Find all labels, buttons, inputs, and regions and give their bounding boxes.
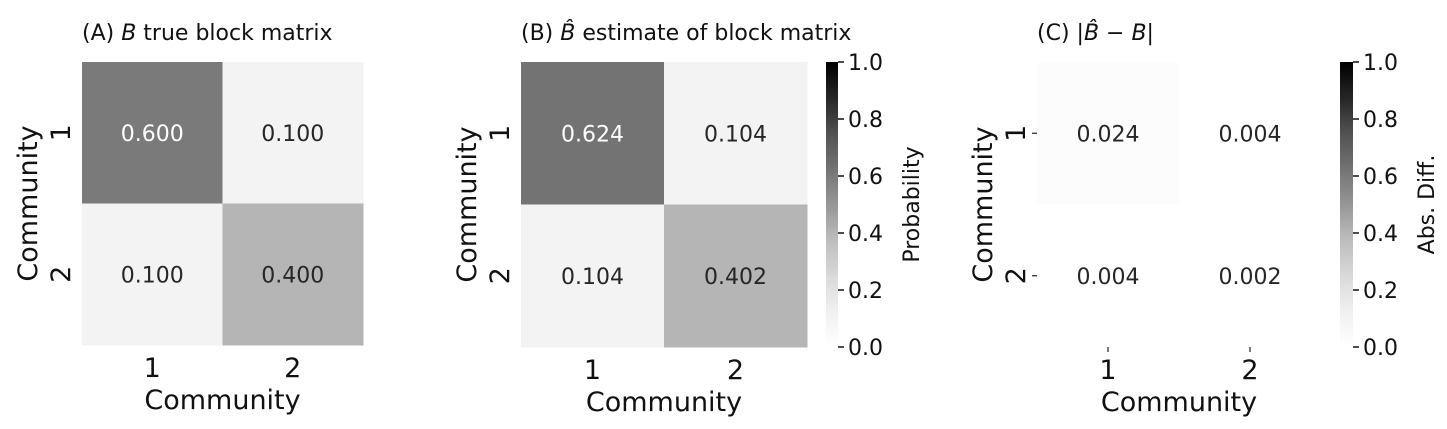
panel-title: (A) B true block matrix [82, 21, 333, 46]
y-tick-label: 2 [46, 266, 77, 283]
heatmap-cell [521, 204, 665, 348]
y-axis-label: Community [13, 125, 44, 281]
y-axis-label: Community [968, 126, 999, 282]
colorbar-tick-label: 0.0 [1363, 336, 1398, 361]
cell-value-label: 0.002 [1219, 265, 1282, 290]
colorbar-tick-label: 0.8 [848, 108, 883, 133]
colorbar-tick-label: 0.8 [1363, 108, 1398, 133]
colorbar-tick-label: 0.4 [1363, 222, 1398, 247]
colorbar-tick-label: 0.4 [848, 222, 883, 247]
cell-value-label: 0.104 [704, 122, 767, 147]
x-tick-label: 2 [1241, 355, 1258, 386]
x-tick-label: 1 [584, 355, 601, 386]
colorbar-tick-label: 1.0 [1363, 51, 1398, 76]
y-tick-label: 1 [1001, 125, 1032, 142]
heatmap-cell [1179, 62, 1322, 205]
heatmap-cell [82, 203, 223, 346]
panel-title: (B) B̂ estimate of block matrix [521, 20, 851, 46]
cell-value-label: 0.024 [1077, 122, 1140, 147]
panel-title-math: B̂ [560, 20, 575, 46]
heatmap-cell [222, 62, 364, 204]
cell-value-label: 0.624 [561, 122, 624, 147]
heatmap-cell [1037, 204, 1180, 348]
heatmap-panel-1: (A) B true block matrix 0.600 0.100 0.100 0.… [13, 21, 364, 416]
y-tick-label: 1 [485, 125, 516, 142]
heatmap-cell [664, 62, 808, 205]
cell-value-label: 0.100 [121, 263, 184, 288]
heatmap-cell [664, 204, 808, 348]
cell-value-label: 0.402 [704, 265, 767, 290]
colorbar [1340, 62, 1353, 347]
cell-value-label: 0.400 [261, 263, 324, 288]
colorbar [826, 62, 838, 347]
x-axis-label: Community [144, 385, 300, 416]
colorbar-tick-label: 0.6 [848, 165, 883, 190]
y-axis-label: Community [452, 126, 483, 282]
y-tick-label: 2 [1001, 267, 1032, 284]
panel-title-suffix: estimate of block matrix [575, 21, 851, 46]
heatmap-cell [82, 62, 223, 204]
cell-value-label: 0.104 [561, 265, 624, 290]
colorbar-label: Probability [900, 146, 925, 262]
heatmap-cell [521, 62, 665, 205]
cell-value-label: 0.100 [261, 122, 324, 147]
cell-value-label: 0.004 [1077, 265, 1140, 290]
heatmap-cell [1179, 204, 1322, 348]
colorbar-label: Abs. Diff. [1415, 155, 1440, 255]
panel-title-prefix: (C) [1037, 21, 1077, 46]
x-axis-label: Community [1101, 387, 1257, 418]
y-tick-label: 1 [46, 124, 77, 141]
x-tick-label: 2 [284, 353, 301, 384]
panel-title-prefix: (B) [521, 21, 560, 46]
panel-title-prefix: (A) [82, 21, 121, 46]
heatmap-panel-2: (B) B̂ estimate of block matrix 0.624 0.10… [452, 20, 925, 418]
x-tick-label: 1 [144, 353, 161, 384]
panel-title: (C) |B̂ − B| [1037, 20, 1154, 46]
colorbar-tick-label: 0.2 [1363, 279, 1398, 304]
heatmap-cell [222, 203, 364, 346]
colorbar-tick-label: 0.6 [1363, 165, 1398, 190]
panel-title-math: B [121, 21, 136, 46]
y-tick-label: 2 [485, 267, 516, 284]
heatmap-cell [1037, 62, 1180, 205]
colorbar-tick-label: 1.0 [848, 51, 883, 76]
cell-value-label: 0.004 [1219, 122, 1282, 147]
panel-title-suffix: true block matrix [136, 21, 332, 46]
cell-value-label: 0.600 [121, 122, 184, 147]
colorbar-tick-label: 0.0 [848, 336, 883, 361]
x-axis-label: Community [586, 387, 742, 418]
panel-title-math: |B̂ − B| [1077, 20, 1154, 46]
x-tick-label: 2 [727, 355, 744, 386]
colorbar-tick-label: 0.2 [848, 279, 883, 304]
x-tick-label: 1 [1099, 355, 1116, 386]
